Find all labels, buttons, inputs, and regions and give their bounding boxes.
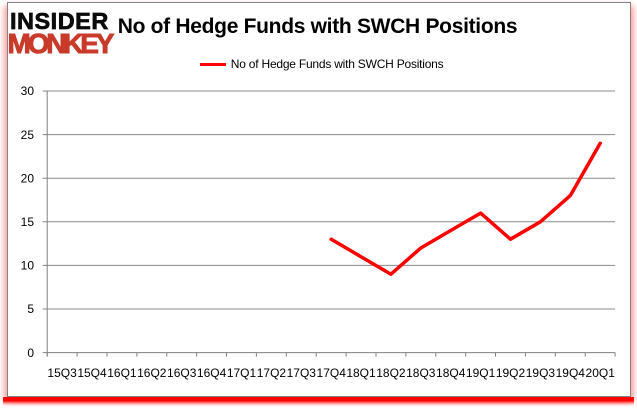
svg-text:0: 0 bbox=[27, 346, 34, 360]
svg-text:19Q3: 19Q3 bbox=[526, 366, 556, 380]
svg-text:20: 20 bbox=[21, 171, 35, 185]
svg-text:5: 5 bbox=[27, 302, 34, 316]
svg-text:20Q1: 20Q1 bbox=[586, 366, 616, 380]
svg-text:15Q3: 15Q3 bbox=[47, 366, 77, 380]
svg-text:19Q2: 19Q2 bbox=[496, 366, 526, 380]
svg-text:18Q3: 18Q3 bbox=[406, 366, 436, 380]
svg-text:15: 15 bbox=[21, 215, 35, 229]
svg-text:18Q4: 18Q4 bbox=[436, 366, 466, 380]
svg-text:17Q1: 17Q1 bbox=[227, 366, 257, 380]
svg-text:30: 30 bbox=[21, 84, 35, 98]
svg-text:16Q2: 16Q2 bbox=[137, 366, 167, 380]
svg-text:18Q1: 18Q1 bbox=[346, 366, 376, 380]
svg-text:17Q4: 17Q4 bbox=[317, 366, 347, 380]
svg-text:15Q4: 15Q4 bbox=[77, 366, 107, 380]
svg-text:19Q1: 19Q1 bbox=[466, 366, 496, 380]
svg-text:18Q2: 18Q2 bbox=[376, 366, 406, 380]
svg-text:25: 25 bbox=[21, 128, 35, 142]
svg-text:17Q3: 17Q3 bbox=[287, 366, 317, 380]
svg-text:19Q4: 19Q4 bbox=[556, 366, 586, 380]
svg-text:16Q4: 16Q4 bbox=[197, 366, 227, 380]
svg-text:17Q2: 17Q2 bbox=[257, 366, 287, 380]
svg-text:10: 10 bbox=[21, 259, 35, 273]
svg-text:16Q3: 16Q3 bbox=[167, 366, 197, 380]
svg-text:16Q1: 16Q1 bbox=[107, 366, 137, 380]
